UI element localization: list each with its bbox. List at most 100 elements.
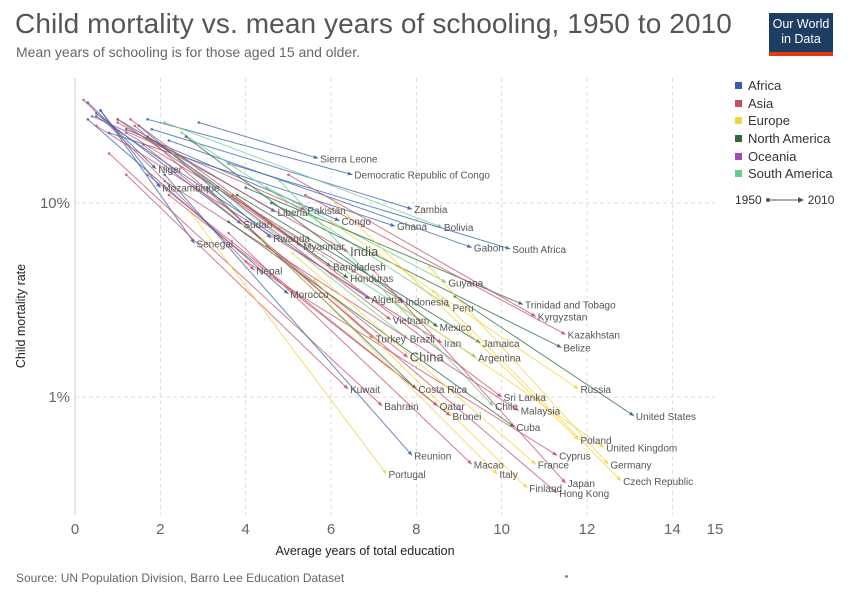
series-label: Senegal xyxy=(196,239,233,250)
logo-line-2: in Data xyxy=(781,32,821,46)
series-label: Poland xyxy=(580,436,611,447)
start-point xyxy=(197,121,201,124)
legend-label: Africa xyxy=(748,78,782,94)
end-arrowhead xyxy=(445,411,451,416)
owid-logo[interactable]: Our World in Data xyxy=(769,13,833,56)
series-label: Pakistan xyxy=(307,206,345,217)
start-point xyxy=(278,225,282,229)
x-tick-label: 12 xyxy=(579,521,596,538)
end-arrowhead xyxy=(531,459,536,465)
legend-item[interactable]: South America xyxy=(735,165,845,183)
legend-label: Asia xyxy=(748,95,774,111)
series-label: India xyxy=(350,244,379,259)
trajectory-line xyxy=(228,232,473,465)
end-arrowhead xyxy=(283,289,289,294)
series-line[interactable] xyxy=(188,210,387,475)
series-line[interactable] xyxy=(333,201,579,441)
series-label: Gabon xyxy=(474,243,504,254)
series-line[interactable] xyxy=(287,173,537,317)
start-point xyxy=(171,152,175,155)
trajectory-line xyxy=(288,174,537,317)
end-arrowhead xyxy=(151,164,157,169)
start-point xyxy=(99,109,102,112)
trajectory-line xyxy=(266,245,558,494)
legend-item[interactable]: Asia xyxy=(735,95,845,113)
start-point xyxy=(235,193,239,197)
trajectory-line xyxy=(181,132,451,308)
series-line[interactable] xyxy=(269,201,562,348)
series-line[interactable] xyxy=(432,290,622,482)
series-label: Kyrgyzstan xyxy=(538,312,587,323)
series-line[interactable] xyxy=(291,252,537,465)
series-line[interactable] xyxy=(244,260,558,456)
series-line[interactable] xyxy=(141,143,409,358)
series-line[interactable] xyxy=(265,244,558,494)
series-line[interactable] xyxy=(227,231,473,465)
series-line[interactable] xyxy=(82,98,255,271)
trajectory-line xyxy=(330,221,579,390)
time-legend-start: 1950 xyxy=(735,193,762,207)
series-label: United Kingdom xyxy=(606,443,677,454)
series-line[interactable] xyxy=(95,124,443,344)
series-line[interactable] xyxy=(167,193,451,417)
series-line[interactable] xyxy=(231,193,502,398)
series-line[interactable] xyxy=(90,114,306,211)
series-line[interactable] xyxy=(167,139,472,248)
legend-swatch xyxy=(735,82,742,90)
series-line[interactable] xyxy=(124,173,349,390)
series-line[interactable] xyxy=(453,295,635,417)
series-label: Italy xyxy=(499,470,517,481)
series-labels: Sierra Leone Niger Mozambique Democratic Re… xyxy=(158,154,696,500)
series-label: Guyana xyxy=(448,278,483,289)
trajectory-line xyxy=(292,252,537,465)
end-arrowhead xyxy=(599,443,605,448)
end-arrowhead xyxy=(492,469,498,475)
y-tick-label: 10% xyxy=(40,195,70,212)
series-line[interactable] xyxy=(235,193,481,344)
legend-item[interactable]: North America xyxy=(735,130,845,148)
legend-item[interactable]: Europe xyxy=(735,112,845,130)
legend-label: South America xyxy=(748,166,833,182)
series-line[interactable] xyxy=(427,265,609,465)
start-point xyxy=(244,260,247,263)
series-line[interactable] xyxy=(197,121,319,159)
start-point xyxy=(329,220,333,224)
series-line[interactable] xyxy=(180,131,451,308)
series-line[interactable] xyxy=(163,173,413,456)
series-label: Kuwait xyxy=(350,385,380,396)
series-line[interactable] xyxy=(107,152,383,407)
series-line[interactable] xyxy=(372,268,567,484)
series-line[interactable] xyxy=(389,297,605,448)
series-label: Iran xyxy=(444,339,461,350)
series-line[interactable] xyxy=(312,278,528,489)
start-point xyxy=(90,114,94,118)
start-point xyxy=(150,127,154,131)
series-line[interactable] xyxy=(261,237,498,475)
series-line[interactable] xyxy=(244,186,524,305)
x-tick-label: 14 xyxy=(664,521,681,538)
x-tick-label: 15 xyxy=(707,521,724,538)
legend-item[interactable]: Africa xyxy=(735,77,845,95)
legend: Africa Asia Europe North America Oceania Sout… xyxy=(735,77,845,183)
end-arrowhead xyxy=(530,312,536,317)
series-line[interactable] xyxy=(329,220,579,390)
series-line[interactable] xyxy=(107,131,396,227)
series-label: Rwanda xyxy=(273,234,310,245)
trajectory-line xyxy=(245,260,558,456)
axes: 0 2 4 6 8 10 12 14 15 10% 1% Average years of total… xyxy=(14,78,723,558)
series-label: Honduras xyxy=(350,274,393,285)
end-arrowhead xyxy=(522,483,528,488)
series-label: Brazil xyxy=(410,335,435,346)
series-line[interactable] xyxy=(304,193,566,335)
series-label: Bahrain xyxy=(384,402,418,413)
start-point xyxy=(180,131,183,135)
end-arrowhead xyxy=(249,265,255,271)
series-label: Sudan xyxy=(243,220,272,231)
start-point xyxy=(141,143,145,146)
trajectory-line xyxy=(262,238,498,475)
series-line[interactable] xyxy=(150,127,413,210)
legend-item[interactable]: Oceania xyxy=(735,147,845,165)
legend-swatch xyxy=(735,170,742,178)
end-arrowhead xyxy=(300,206,306,211)
series-line[interactable] xyxy=(278,179,494,407)
